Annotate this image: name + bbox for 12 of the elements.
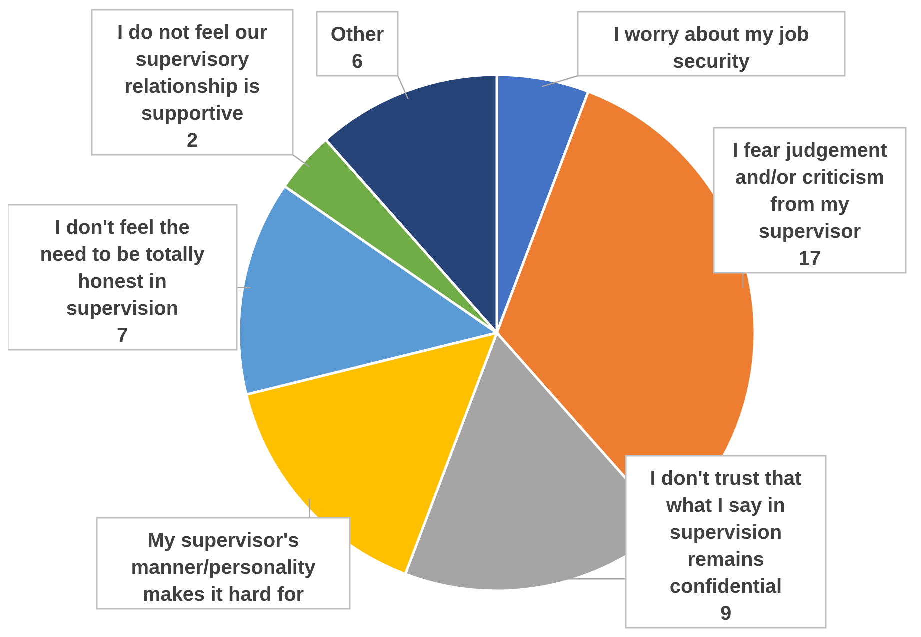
slice-label: Other	[330, 24, 384, 46]
data-label: 6	[352, 51, 364, 73]
slice-label: My supervisor's manner/personality makes it hard for	[131, 530, 317, 606]
slice-label: I don't feel the need to be totally honest in supervision	[40, 217, 206, 320]
slice-label: I do not feel our supervisory relationship is supportive	[118, 22, 268, 125]
slice-label: I don't trust that what I say in supervision remains confidential	[650, 468, 802, 598]
slice-label: I worry about my job security	[614, 24, 810, 73]
data-label: 2	[186, 130, 198, 152]
data-label: 17	[798, 248, 822, 270]
slice-label: I fear judgement and/or criticism from my supervisor	[732, 140, 888, 243]
data-label: 7	[116, 325, 128, 347]
data-label: 9	[720, 603, 732, 625]
